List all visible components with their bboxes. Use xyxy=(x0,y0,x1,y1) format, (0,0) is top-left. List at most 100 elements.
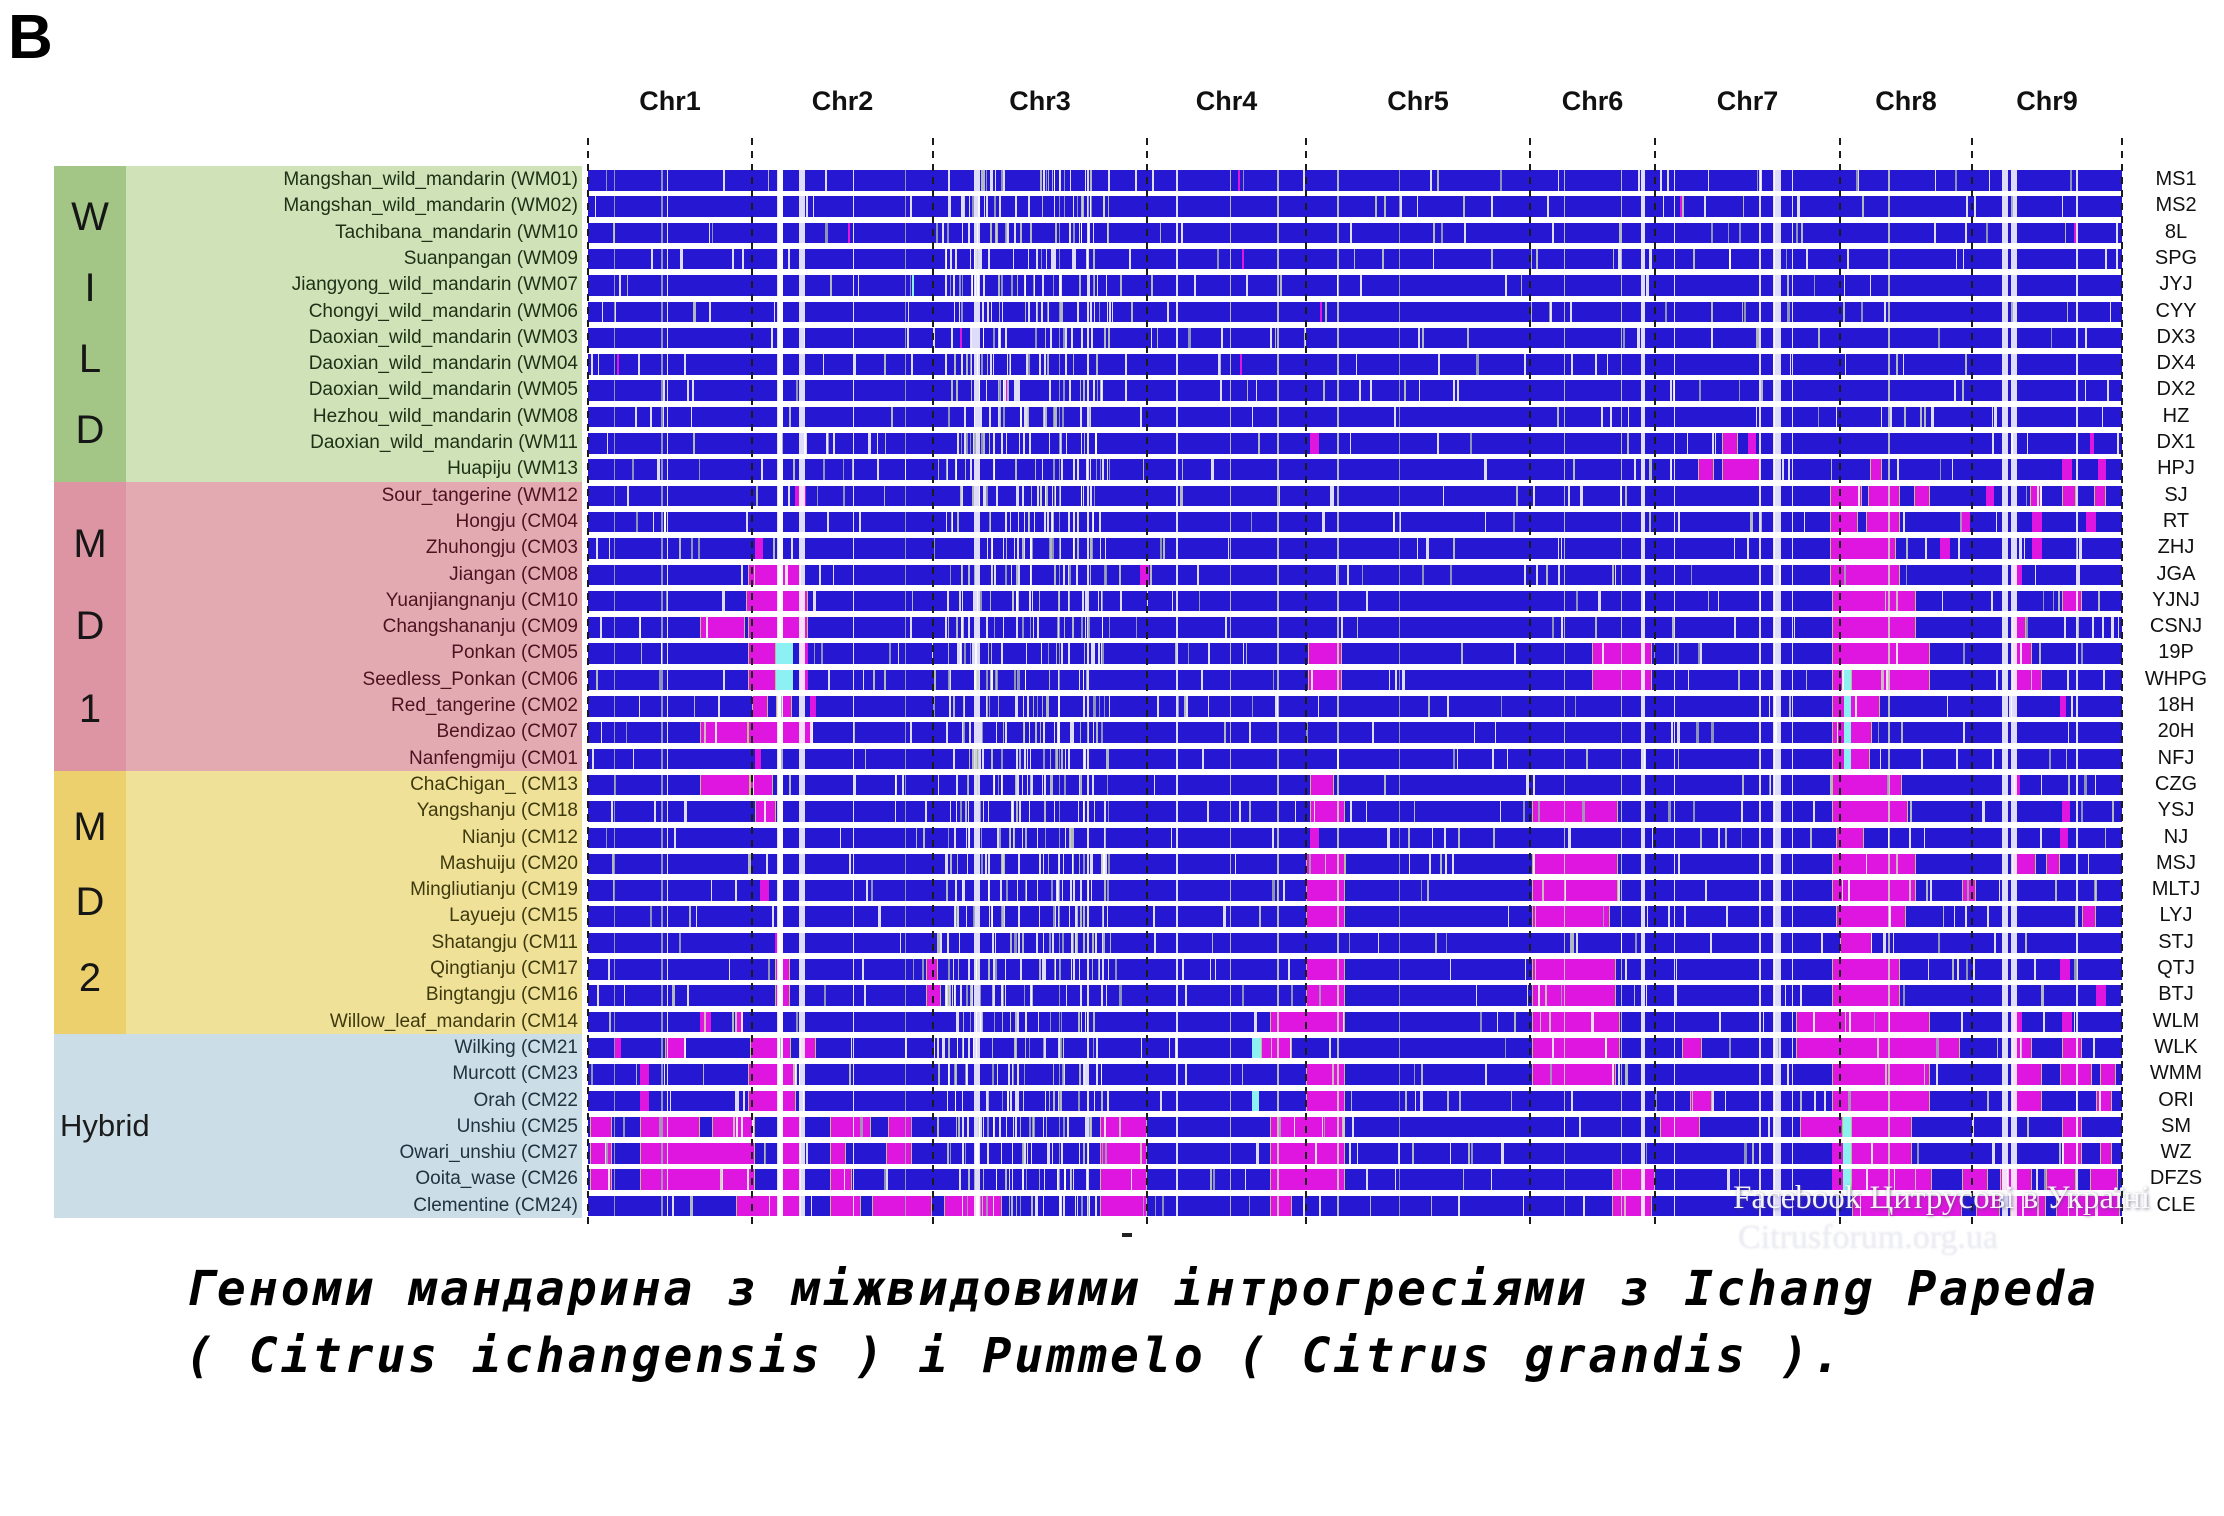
noise-stripe xyxy=(945,354,947,375)
noise-stripe xyxy=(1336,853,1340,875)
noise-stripe xyxy=(2011,485,2018,507)
noise-stripe xyxy=(1093,643,1095,664)
row-track xyxy=(588,406,2122,428)
noise-stripe xyxy=(2061,196,2063,217)
noise-stripe xyxy=(1466,327,1469,349)
noise-stripe xyxy=(788,774,791,796)
noise-stripe xyxy=(1105,853,1107,875)
noise-stripe xyxy=(991,643,993,664)
noise-stripe xyxy=(1876,1037,1879,1059)
noise-stripe xyxy=(973,433,981,454)
noise-stripe xyxy=(1903,511,1905,533)
noise-stripe xyxy=(661,327,663,349)
noise-stripe xyxy=(1107,1090,1109,1111)
noise-stripe xyxy=(980,1011,982,1033)
noise-stripe xyxy=(958,301,961,322)
noise-stripe xyxy=(1074,248,1076,270)
row-label: ChaChigan_ (CM13 xyxy=(410,773,578,795)
noise-stripe xyxy=(799,827,806,848)
noise-stripe xyxy=(1640,459,1645,480)
noise-stripe xyxy=(1093,248,1095,270)
noise-stripe xyxy=(975,643,977,664)
noise-stripe xyxy=(1888,1037,1891,1059)
noise-stripe xyxy=(1125,380,1128,401)
noise-stripe xyxy=(679,932,682,954)
noise-stripe xyxy=(638,617,642,638)
noise-stripe xyxy=(2035,1169,2038,1190)
noise-stripe xyxy=(661,564,663,585)
noise-stripe xyxy=(1795,222,1798,244)
noise-stripe xyxy=(1276,1116,1279,1138)
noise-stripe xyxy=(1441,222,1444,244)
noise-stripe xyxy=(973,1169,981,1190)
noise-stripe xyxy=(1774,722,1781,743)
noise-stripe xyxy=(995,959,998,980)
noise-stripe xyxy=(1270,1037,1272,1059)
noise-stripe xyxy=(1741,301,1744,322)
noise-stripe xyxy=(1014,1037,1016,1059)
noise-stripe xyxy=(1229,459,1232,480)
noise-stripe xyxy=(1640,1143,1645,1164)
pummelo-introgression-segment xyxy=(2010,1195,2046,1217)
noise-stripe xyxy=(954,301,956,322)
noise-stripe xyxy=(1047,354,1049,375)
noise-stripe xyxy=(1080,196,1083,217)
noise-stripe xyxy=(963,617,965,638)
noise-stripe xyxy=(741,564,743,585)
noise-stripe xyxy=(1773,1090,1775,1111)
noise-stripe xyxy=(963,722,965,743)
noise-stripe xyxy=(853,722,856,743)
row-code: WMM xyxy=(2149,1062,2203,1085)
noise-stripe xyxy=(1096,354,1098,375)
noise-stripe xyxy=(1045,170,1047,191)
noise-stripe xyxy=(1175,564,1179,585)
noise-stripe xyxy=(1778,564,1781,585)
noise-stripe xyxy=(1774,511,1781,533)
noise-stripe xyxy=(2011,827,2018,848)
noise-stripe xyxy=(1791,748,1794,770)
noise-stripe xyxy=(1624,1195,1626,1217)
noise-stripe xyxy=(960,301,963,322)
noise-stripe xyxy=(2075,1064,2078,1085)
noise-stripe xyxy=(1002,985,1005,1006)
noise-stripe xyxy=(666,275,669,296)
noise-stripe xyxy=(1888,433,1891,454)
noise-stripe xyxy=(1087,827,1090,848)
noise-stripe xyxy=(957,906,959,927)
noise-stripe xyxy=(1791,906,1794,927)
noise-stripe xyxy=(850,1037,853,1059)
noise-stripe xyxy=(2102,617,2105,638)
noise-stripe xyxy=(1398,801,1400,822)
noise-stripe xyxy=(2105,248,2108,270)
noise-stripe xyxy=(747,1169,749,1190)
noise-stripe xyxy=(961,1090,963,1111)
noise-stripe xyxy=(1791,248,1794,270)
noise-stripe xyxy=(2075,301,2078,322)
noise-stripe xyxy=(1005,538,1008,559)
noise-stripe xyxy=(1229,669,1232,691)
noise-stripe xyxy=(2011,1116,2018,1138)
noise-stripe xyxy=(1089,1195,1091,1217)
noise-stripe xyxy=(1015,196,1017,217)
noise-stripe xyxy=(777,590,783,612)
row-code: DX3 xyxy=(2156,325,2196,348)
noise-stripe xyxy=(1012,801,1014,822)
noise-stripe xyxy=(1946,696,1949,717)
noise-stripe xyxy=(799,932,806,954)
noise-stripe xyxy=(1024,511,1026,533)
noise-stripe xyxy=(2075,248,2078,270)
noise-stripe xyxy=(610,801,613,822)
noise-stripe xyxy=(843,1169,845,1190)
noise-stripe xyxy=(1773,722,1775,743)
noise-stripe xyxy=(1369,380,1372,401)
noise-stripe xyxy=(1021,538,1025,559)
noise-stripe xyxy=(1059,248,1061,270)
noise-stripe xyxy=(1453,748,1456,770)
group-letter: D xyxy=(75,408,105,453)
noise-stripe xyxy=(692,433,695,454)
noise-stripe xyxy=(1011,801,1013,822)
noise-stripe xyxy=(1021,485,1024,507)
noise-stripe xyxy=(1087,511,1090,533)
noise-stripe xyxy=(1791,1169,1794,1190)
noise-stripe xyxy=(1052,906,1055,927)
